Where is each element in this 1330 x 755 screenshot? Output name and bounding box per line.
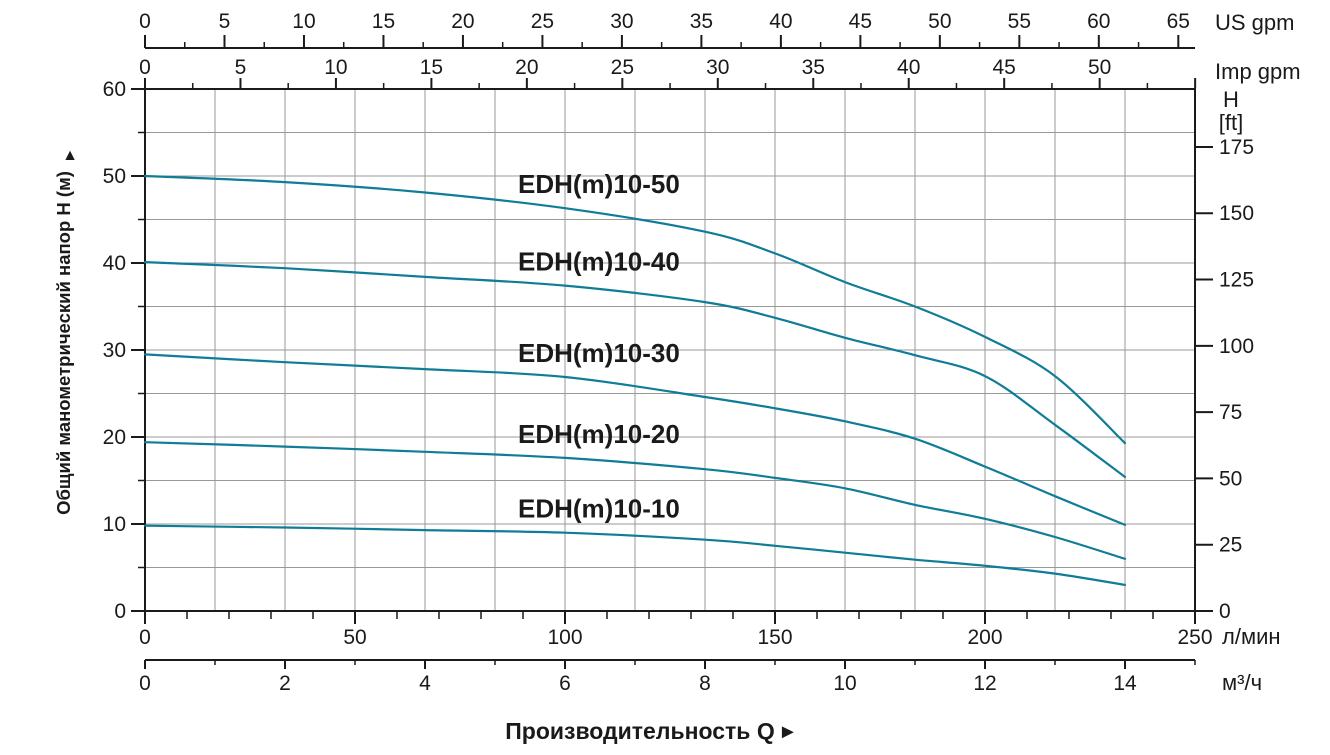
tick-label-us-gpm: 5 <box>219 10 231 33</box>
axis-m3h: 0 2 4 6 8 10 12 14 <box>139 659 1196 695</box>
tick-label-head-ft: 25 <box>1219 534 1242 557</box>
axis-head-ft: 0 25 50 75 100 125 150 175 <box>1195 136 1254 623</box>
tick-label-head-ft: 100 <box>1219 335 1254 358</box>
tick-label-l-min: 150 <box>757 626 792 649</box>
axis-head-m: 0 10 20 30 40 50 60 <box>103 78 145 623</box>
tick-label-us-gpm: 55 <box>1008 10 1031 33</box>
tick-label-us-gpm: 60 <box>1087 10 1110 33</box>
tick-label-imp-gpm: 40 <box>897 56 920 79</box>
tick-label-us-gpm: 35 <box>690 10 713 33</box>
tick-label-head-ft: 0 <box>1219 600 1231 623</box>
tick-label-us-gpm: 65 <box>1167 10 1190 33</box>
curve-label: EDH(m)10-50 <box>518 169 680 199</box>
y-axis-arrow-up-icon: ▲ <box>62 147 78 164</box>
curve-labels: EDH(m)10-50 EDH(m)10-40 EDH(m)10-30 EDH(m)1… <box>518 169 680 524</box>
tick-label-imp-gpm: 0 <box>139 56 151 79</box>
tick-label-head-m: 20 <box>103 426 126 449</box>
curves <box>143 174 1127 586</box>
tick-label-l-min: 100 <box>547 626 582 649</box>
tick-label-imp-gpm: 30 <box>706 56 729 79</box>
curve-label: EDH(m)10-40 <box>518 247 680 277</box>
curve-label: EDH(m)10-30 <box>518 338 680 368</box>
tick-label-m3h: 14 <box>1113 672 1137 695</box>
tick-label-m3h: 0 <box>139 672 151 695</box>
tick-label-imp-gpm: 15 <box>420 56 443 79</box>
x-axis-title: Производительность Q <box>505 718 774 744</box>
tick-label-m3h: 4 <box>419 672 431 695</box>
tick-label-m3h: 10 <box>833 672 856 695</box>
tick-label-head-m: 0 <box>114 600 126 623</box>
curve-edhm1010 <box>143 524 1127 586</box>
y-axis-title: Общий манометрический напор H (м) <box>53 171 74 515</box>
tick-label-us-gpm: 10 <box>292 10 315 33</box>
tick-label-head-m: 30 <box>103 339 126 362</box>
unit-label-m3h: м³/ч <box>1222 670 1262 695</box>
tick-label-us-gpm: 30 <box>610 10 633 33</box>
curve-label: EDH(m)10-10 <box>518 494 680 524</box>
tick-label-imp-gpm: 35 <box>802 56 825 79</box>
tick-label-l-min: 250 <box>1177 626 1212 649</box>
axis-us-gpm: 0 5 10 15 20 25 30 35 40 45 50 55 60 65 <box>139 10 1195 49</box>
tick-label-us-gpm: 0 <box>139 10 151 33</box>
curve-edhm1020 <box>143 441 1127 560</box>
tick-label-imp-gpm: 5 <box>235 56 247 79</box>
tick-label-m3h: 2 <box>279 672 291 695</box>
tick-label-imp-gpm: 50 <box>1088 56 1111 79</box>
tick-label-l-min: 200 <box>967 626 1002 649</box>
tick-label-us-gpm: 25 <box>531 10 554 33</box>
tick-label-head-ft: 125 <box>1219 269 1254 292</box>
tick-label-imp-gpm: 25 <box>611 56 634 79</box>
tick-label-head-m: 50 <box>103 165 126 188</box>
tick-label-imp-gpm: 10 <box>324 56 347 79</box>
tick-label-imp-gpm: 20 <box>515 56 538 79</box>
tick-label-us-gpm: 50 <box>928 10 951 33</box>
tick-label-m3h: 8 <box>699 672 711 695</box>
axis-imp-gpm: 0 5 10 15 20 25 30 35 40 45 50 <box>139 56 1197 88</box>
tick-label-m3h: 12 <box>973 672 996 695</box>
curve-edhm1050 <box>143 174 1127 445</box>
unit-label-imp-gpm: Imp gpm <box>1215 59 1301 84</box>
unit-label-head-ft: [ft] <box>1219 110 1243 135</box>
tick-label-head-ft: 75 <box>1219 401 1242 424</box>
tick-label-imp-gpm: 45 <box>993 56 1016 79</box>
tick-label-us-gpm: 40 <box>769 10 792 33</box>
tick-label-l-min: 0 <box>139 626 151 649</box>
tick-label-us-gpm: 45 <box>849 10 872 33</box>
curve-edhm1040 <box>143 261 1127 479</box>
tick-label-head-ft: 175 <box>1219 136 1254 159</box>
curve-edhm1030 <box>143 353 1127 526</box>
axis-l-min: 0 50 100 150 200 250 <box>139 612 1213 649</box>
tick-label-head-m: 40 <box>103 252 126 275</box>
tick-label-m3h: 6 <box>559 672 571 695</box>
unit-label-us-gpm: US gpm <box>1215 10 1294 35</box>
tick-label-us-gpm: 20 <box>451 10 474 33</box>
tick-label-head-ft: 150 <box>1219 202 1254 225</box>
tick-label-head-ft: 50 <box>1219 467 1242 490</box>
tick-label-l-min: 50 <box>343 626 366 649</box>
unit-label-l-min: л/мин <box>1222 624 1281 649</box>
tick-label-head-m: 10 <box>103 513 126 536</box>
tick-label-head-m: 60 <box>103 78 126 101</box>
x-axis-arrow-right-icon: ► <box>778 721 798 743</box>
unit-label-head-h: H <box>1223 87 1239 112</box>
tick-label-us-gpm: 15 <box>372 10 395 33</box>
curve-label: EDH(m)10-20 <box>518 419 680 449</box>
